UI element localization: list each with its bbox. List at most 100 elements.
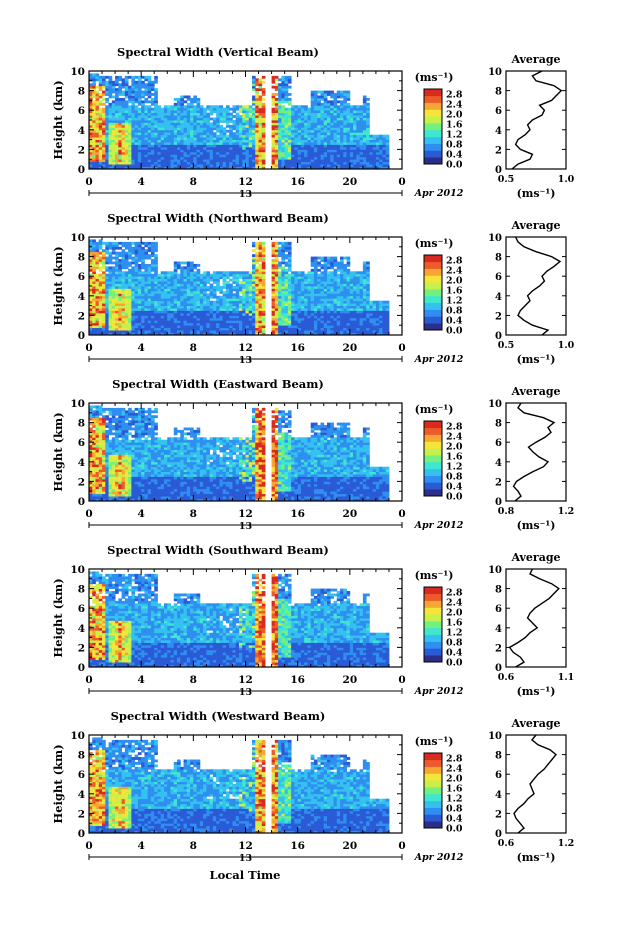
heatmap-cell xyxy=(271,276,276,280)
heatmap-cell xyxy=(278,137,282,140)
heatmap-cell xyxy=(144,85,149,89)
heatmap-cell xyxy=(157,312,162,316)
heatmap-cell xyxy=(163,303,168,306)
heatmap-cell xyxy=(118,102,122,106)
heatmap-cell xyxy=(196,149,201,153)
heatmap-cell xyxy=(154,332,158,336)
heatmap-cell xyxy=(238,312,243,316)
heatmap-cell xyxy=(137,246,142,250)
heatmap-cell xyxy=(160,325,165,329)
heatmap-cell xyxy=(313,320,318,324)
heatmap-cell xyxy=(134,317,139,321)
heatmap-cell xyxy=(89,241,93,245)
heatmap-cell xyxy=(287,122,292,126)
heatmap-cell xyxy=(229,322,233,326)
heatmap-cell xyxy=(261,308,266,311)
heatmap-cell xyxy=(193,293,197,297)
heatmap-cell xyxy=(183,112,188,116)
heatmap-cell xyxy=(124,115,129,118)
heatmap-cell xyxy=(281,139,286,143)
heatmap-cell xyxy=(128,90,132,94)
heatmap-cell xyxy=(307,327,312,331)
heatmap-cell xyxy=(304,330,308,333)
heatmap-cell xyxy=(323,303,328,306)
heatmap-cell xyxy=(111,332,116,336)
heatmap-cell xyxy=(242,144,246,148)
heatmap-cell xyxy=(216,320,220,324)
heatmap-cell xyxy=(366,124,370,128)
heatmap-cell xyxy=(147,83,152,87)
heatmap-cell xyxy=(225,308,230,311)
heatmap-cell xyxy=(170,286,175,289)
heatmap-cell xyxy=(131,115,136,118)
heatmap-cell xyxy=(219,142,224,145)
heatmap-cell xyxy=(336,156,341,160)
heatmap-cell xyxy=(128,151,132,155)
heatmap-cell xyxy=(353,161,357,165)
heatmap-cell xyxy=(349,137,354,140)
heatmap-cell xyxy=(274,327,279,331)
heatmap-cell xyxy=(349,124,354,128)
heatmap-cell xyxy=(128,273,132,277)
heatmap-cell xyxy=(115,259,119,262)
heatmap-cell xyxy=(157,322,162,326)
heatmap-cell xyxy=(310,139,315,143)
heatmap-cell xyxy=(144,268,149,272)
heatmap-cell xyxy=(134,330,139,333)
heatmap-cell xyxy=(209,273,214,277)
heatmap-cell xyxy=(137,164,142,167)
heatmap-cell xyxy=(320,317,325,321)
heatmap-cell xyxy=(183,159,188,163)
heatmap-cell xyxy=(245,325,250,329)
y-tick-label: 6 xyxy=(78,105,85,117)
heatmap-cell xyxy=(359,149,364,153)
heatmap-cell xyxy=(219,159,224,163)
heatmap-cell xyxy=(317,112,321,116)
heatmap-cell xyxy=(255,142,259,145)
heatmap-cell xyxy=(307,273,312,277)
heatmap-cell xyxy=(170,137,175,140)
heatmap-cell xyxy=(232,144,237,148)
heatmap-cell xyxy=(255,325,259,329)
heatmap-cell xyxy=(131,327,136,331)
heatmap-cell xyxy=(137,110,142,114)
heatmap-cell xyxy=(209,305,214,309)
heatmap-cell xyxy=(128,305,132,309)
heatmap-cell xyxy=(111,112,116,116)
heatmap-cell xyxy=(330,154,334,158)
heatmap-cell xyxy=(385,161,390,165)
heatmap-cell xyxy=(333,164,338,167)
heatmap-cell xyxy=(222,303,227,306)
heatmap-cell xyxy=(258,156,263,160)
heatmap-cell xyxy=(144,78,149,82)
heatmap-cell xyxy=(150,83,155,87)
heatmap-cell xyxy=(92,88,96,91)
heatmap-cell xyxy=(252,127,256,131)
heatmap-cell xyxy=(320,90,325,94)
heatmap-cell xyxy=(281,305,286,309)
heatmap-cell xyxy=(95,85,100,89)
heatmap-cell xyxy=(206,332,211,336)
heatmap-cell xyxy=(98,127,103,131)
heatmap-cell xyxy=(124,78,129,82)
heatmap-cell xyxy=(206,132,211,136)
heatmap-cell xyxy=(89,107,93,111)
heatmap-cell xyxy=(118,312,122,316)
heatmap-cell xyxy=(95,246,100,250)
heatmap-cell xyxy=(131,127,136,131)
heatmap-cell xyxy=(369,142,374,145)
heatmap-cell xyxy=(121,271,126,275)
heatmap-cell xyxy=(111,312,116,316)
heatmap-cell xyxy=(170,305,175,309)
heatmap-cell xyxy=(95,305,100,309)
heatmap-cell xyxy=(313,154,318,158)
heatmap-cell xyxy=(216,303,220,306)
heatmap-cell xyxy=(115,122,119,126)
heatmap-cell xyxy=(340,159,344,163)
heatmap-cell xyxy=(154,268,158,272)
heatmap-cell xyxy=(163,315,168,319)
heatmap-cell xyxy=(128,320,132,324)
heatmap-cell xyxy=(313,142,318,145)
heatmap-cell xyxy=(144,263,149,267)
heatmap-cell xyxy=(245,330,250,333)
